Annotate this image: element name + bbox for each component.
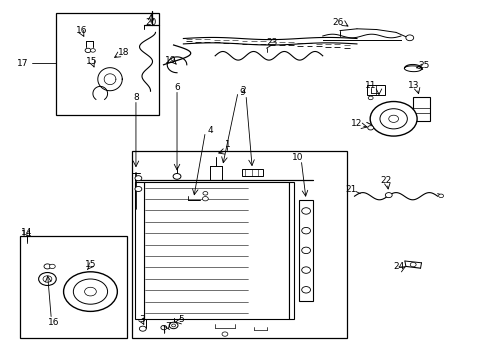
Text: 4: 4	[207, 126, 213, 135]
Circle shape	[367, 96, 372, 100]
Circle shape	[203, 192, 207, 195]
Circle shape	[161, 325, 166, 330]
Text: 10: 10	[291, 153, 303, 162]
Text: 18: 18	[117, 48, 129, 57]
Circle shape	[63, 272, 117, 311]
Text: 16: 16	[76, 26, 88, 35]
Circle shape	[409, 262, 415, 267]
Text: 7: 7	[164, 322, 170, 331]
Bar	[132, 151, 346, 338]
Text: 14: 14	[21, 228, 33, 237]
Text: 19: 19	[165, 56, 177, 65]
Circle shape	[301, 247, 310, 253]
Circle shape	[43, 276, 52, 282]
Circle shape	[39, 273, 56, 285]
Circle shape	[385, 193, 391, 198]
Text: 15: 15	[84, 260, 96, 269]
Text: 9: 9	[239, 89, 244, 98]
Circle shape	[49, 264, 55, 269]
Circle shape	[369, 102, 416, 136]
Text: 23: 23	[266, 38, 278, 47]
Text: 5: 5	[178, 315, 183, 324]
Circle shape	[84, 287, 96, 296]
Circle shape	[135, 186, 142, 192]
Circle shape	[301, 287, 310, 293]
Text: 17: 17	[17, 59, 28, 68]
Circle shape	[301, 208, 310, 214]
Bar	[366, 85, 385, 95]
Circle shape	[44, 264, 51, 269]
Text: 22: 22	[380, 176, 391, 185]
Text: 12: 12	[350, 119, 362, 128]
Circle shape	[173, 174, 181, 179]
Circle shape	[379, 109, 407, 129]
Text: 24: 24	[392, 262, 404, 271]
Text: 14: 14	[21, 230, 33, 239]
Circle shape	[135, 176, 142, 181]
Text: 15: 15	[86, 57, 98, 66]
Bar	[288, 182, 294, 319]
Text: 3: 3	[139, 315, 144, 324]
Circle shape	[222, 332, 227, 336]
Circle shape	[405, 35, 413, 41]
Circle shape	[438, 194, 443, 198]
Bar	[412, 97, 429, 121]
Bar	[135, 182, 144, 319]
Text: 16: 16	[48, 318, 60, 327]
Bar	[56, 13, 159, 115]
Text: 8: 8	[133, 93, 139, 102]
Text: 13: 13	[407, 81, 419, 90]
Circle shape	[90, 49, 95, 52]
Circle shape	[301, 228, 310, 234]
Bar	[299, 200, 312, 301]
Text: 11: 11	[364, 81, 376, 90]
Text: 6: 6	[174, 83, 180, 92]
Circle shape	[367, 126, 373, 130]
Bar	[242, 169, 262, 176]
Circle shape	[139, 326, 146, 331]
Circle shape	[202, 197, 208, 201]
Text: 2: 2	[240, 86, 246, 95]
Circle shape	[171, 324, 175, 327]
Circle shape	[85, 48, 91, 53]
Circle shape	[388, 115, 398, 122]
Circle shape	[169, 322, 178, 329]
Circle shape	[73, 279, 107, 304]
Bar	[144, 182, 288, 319]
Text: 25: 25	[418, 61, 429, 70]
Circle shape	[301, 267, 310, 273]
Bar	[20, 236, 127, 338]
Text: 1: 1	[224, 140, 230, 149]
Text: 20: 20	[144, 18, 156, 27]
Text: 21: 21	[345, 185, 356, 194]
Text: 26: 26	[332, 18, 344, 27]
